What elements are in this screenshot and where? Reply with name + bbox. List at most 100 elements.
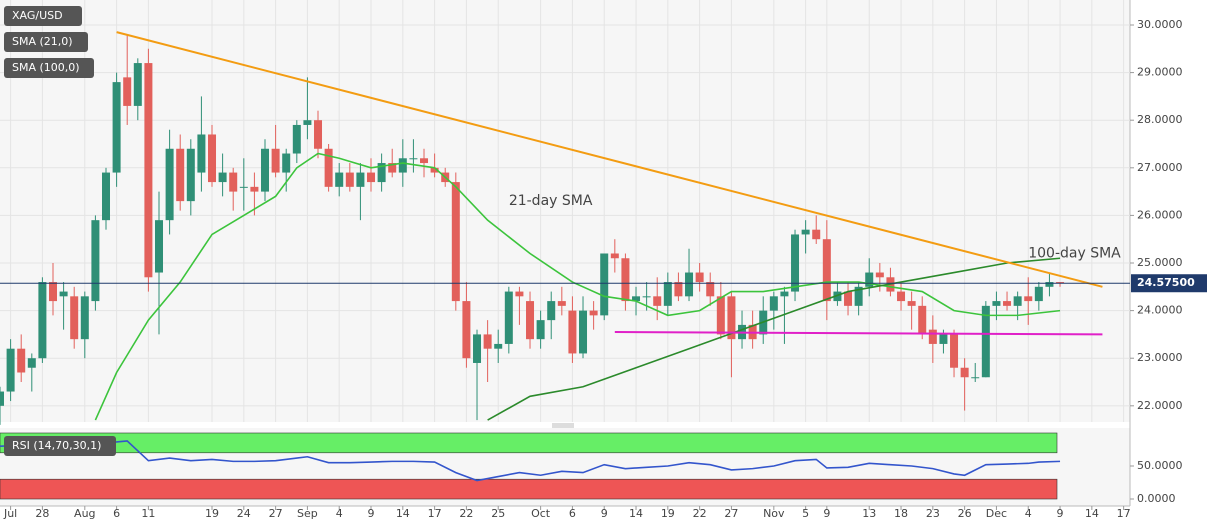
- last-price-label: 24.57500: [1137, 276, 1195, 289]
- candle-body: [208, 134, 217, 183]
- candle-body: [695, 272, 704, 283]
- candle-body: [38, 282, 47, 359]
- candle-body: [589, 310, 598, 316]
- candle-body: [579, 310, 588, 354]
- x-tick-label: 27: [724, 507, 738, 520]
- candle-body: [547, 301, 556, 321]
- candle-body: [239, 186, 248, 188]
- candle-body: [271, 148, 280, 173]
- x-tick-label: 19: [205, 507, 219, 520]
- x-tick-label: 9: [601, 507, 608, 520]
- candle-body: [568, 310, 577, 354]
- x-tick-label: 9: [823, 507, 830, 520]
- y-tick-label: 0.0000: [1137, 492, 1176, 505]
- y-tick-label: 50.0000: [1137, 459, 1183, 472]
- x-tick-label: 26: [958, 507, 972, 520]
- candle-body: [367, 172, 376, 183]
- candle-body: [526, 301, 535, 340]
- rsi-line: [0, 440, 1061, 482]
- candle-body: [875, 272, 884, 278]
- candle-body: [335, 172, 344, 187]
- candle-body: [345, 172, 354, 187]
- candle-body: [769, 296, 778, 311]
- legend-label: SMA (21,0): [12, 35, 73, 48]
- candle-body: [165, 148, 174, 221]
- candle-body: [971, 377, 980, 379]
- candle-body: [791, 234, 800, 292]
- x-tick-label: 25: [491, 507, 505, 520]
- candle-body: [504, 291, 513, 344]
- candle-body: [865, 272, 874, 287]
- candle-body: [1034, 286, 1043, 302]
- candle-body: [536, 320, 545, 340]
- candle-body: [0, 391, 4, 406]
- candle-body: [812, 229, 821, 240]
- candle-body: [780, 291, 789, 297]
- candle-body: [674, 282, 683, 297]
- sma-line: [487, 257, 1061, 421]
- x-tick-label: Nov: [763, 507, 785, 520]
- candle-body: [632, 296, 641, 302]
- candle-body: [515, 291, 524, 297]
- candle-body: [981, 305, 990, 378]
- candle-body: [494, 343, 503, 349]
- candle-body: [261, 148, 270, 192]
- candle-body: [176, 148, 185, 202]
- candle-body: [59, 291, 68, 297]
- sma-line: [94, 152, 1061, 421]
- candle-body: [112, 82, 121, 173]
- legend-box: [4, 6, 82, 26]
- candle-body: [897, 291, 906, 302]
- candle-body: [685, 272, 694, 297]
- candle-body: [388, 163, 397, 173]
- candle-body: [144, 63, 153, 278]
- candle-body: [324, 148, 333, 187]
- candle-body: [716, 296, 725, 335]
- x-tick-label: Sep: [297, 507, 318, 520]
- x-tick-label: 11: [141, 507, 155, 520]
- candle-body: [91, 220, 100, 302]
- candle-body: [17, 348, 26, 373]
- x-tick-label: 14: [396, 507, 410, 520]
- candle-body: [292, 124, 301, 154]
- x-tick-label: Oct: [531, 507, 551, 520]
- candle-body: [950, 334, 959, 368]
- annotation: 21-day SMA: [509, 193, 593, 209]
- candle-body: [462, 301, 471, 359]
- annotation: 100-day SMA: [1028, 245, 1121, 261]
- last-price-box: [1131, 274, 1207, 293]
- candle-body: [218, 172, 227, 183]
- rsi-band: [0, 478, 1058, 500]
- x-tick-label: 28: [35, 507, 49, 520]
- candle-body: [833, 291, 842, 302]
- y-tick-label: 28.0000: [1137, 113, 1183, 126]
- x-tick-label: 24: [237, 507, 251, 520]
- x-tick-label: 17: [1117, 507, 1131, 520]
- candle-body: [992, 301, 1001, 306]
- candle-body: [483, 334, 492, 349]
- candle-body: [409, 158, 418, 160]
- y-tick-label: 30.0000: [1137, 18, 1183, 31]
- x-tick-label: 9: [1057, 507, 1064, 520]
- candle-body: [663, 282, 672, 306]
- candle-body: [473, 334, 482, 363]
- x-tick-label: 9: [368, 507, 375, 520]
- candle-body: [197, 134, 206, 173]
- candle-body: [844, 291, 853, 306]
- candle-body: [155, 220, 164, 273]
- x-tick-label: 22: [693, 507, 707, 520]
- legend-label: SMA (100,0): [12, 61, 80, 74]
- x-tick-label: 5: [802, 507, 809, 520]
- pane-divider: [552, 423, 574, 428]
- candle-body: [80, 296, 89, 340]
- candle-body: [314, 120, 323, 149]
- x-tick-label: Aug: [74, 507, 95, 520]
- y-tick-label: 25.0000: [1137, 256, 1183, 269]
- x-tick-label: 14: [629, 507, 643, 520]
- candle-body: [642, 296, 651, 298]
- candle-body: [610, 253, 619, 259]
- candle-body: [918, 305, 927, 335]
- x-tick-label: 17: [428, 507, 442, 520]
- candle-body: [706, 282, 715, 297]
